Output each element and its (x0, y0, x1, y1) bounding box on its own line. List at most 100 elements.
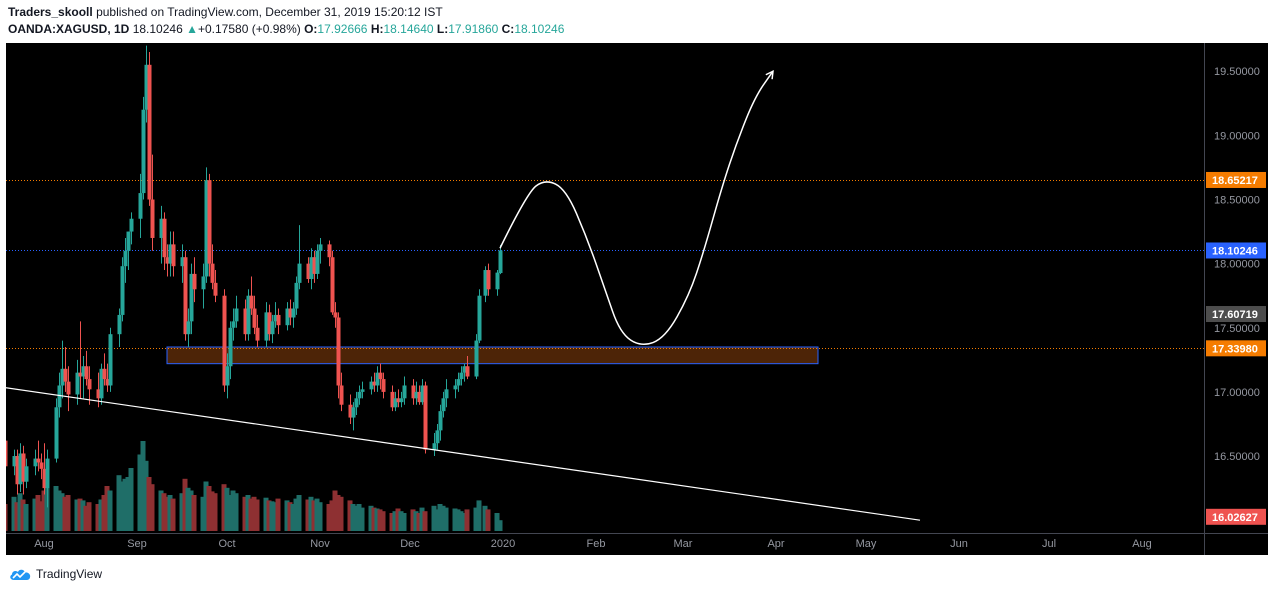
candle-body (24, 466, 29, 482)
volume-bar (290, 504, 296, 531)
volume-bar (308, 496, 314, 531)
volume-bar (146, 477, 152, 531)
candle-body (495, 272, 500, 290)
candle-body (477, 295, 482, 341)
volume-bar (371, 507, 377, 531)
candle-body (318, 244, 323, 251)
volume-bar (311, 500, 317, 531)
y-tick-label: 17.50000 (1214, 323, 1260, 335)
volume-bar (395, 508, 401, 531)
support-zone (166, 346, 819, 365)
volume-bar (440, 505, 446, 531)
candle-body (6, 440, 8, 467)
volume-bar (227, 495, 233, 531)
candle-body (105, 379, 110, 386)
candle-body (189, 273, 194, 322)
candle-body (483, 270, 488, 296)
candle-body (180, 257, 185, 267)
descending-trendline (6, 387, 921, 521)
tradingview-cloud-icon[interactable] (8, 566, 32, 582)
volume-bar (443, 507, 449, 531)
volume-bar (347, 500, 353, 531)
volume-bar (119, 481, 125, 531)
candle-body (249, 295, 254, 309)
x-tick-label: May (856, 538, 877, 550)
volume-bar (497, 520, 503, 531)
volume-bar (401, 513, 407, 531)
candle-body (21, 453, 26, 482)
chart-area[interactable]: 19.50000 19.00000 18.50000 18.00000 17.50000… (6, 43, 1268, 555)
volume-bar (74, 499, 80, 531)
candle-body (285, 308, 290, 326)
footer: TradingView (8, 565, 102, 583)
candle-body (414, 391, 419, 399)
candle-body (165, 257, 170, 264)
candle-body (375, 372, 380, 386)
high-value: 18.14640 (383, 22, 434, 36)
price-axis-badge (1206, 171, 1266, 188)
publisher-name[interactable]: Traders_skooll (8, 5, 93, 19)
projection-path (499, 70, 774, 346)
volume-bar (104, 486, 110, 531)
candle-body (378, 372, 383, 380)
volume-bar (422, 511, 428, 531)
tradingview-brand[interactable]: TradingView (36, 567, 103, 581)
candle-body (150, 199, 155, 238)
candle-body (360, 389, 365, 392)
volume-bar (374, 508, 380, 531)
candle-body (99, 368, 104, 399)
volume-bar (23, 504, 29, 531)
price-axis-badge-label: 18.65217 (1212, 175, 1258, 187)
x-tick-label: 2020 (491, 538, 515, 550)
candle-body (267, 312, 272, 335)
volume-bar (263, 497, 269, 531)
volume-bar (170, 498, 176, 531)
volume-bar (266, 500, 272, 531)
symbol-label[interactable]: OANDA:XAGUSD, 1D (8, 22, 130, 36)
volume-bar (6, 504, 8, 531)
candle-body (45, 458, 50, 489)
volume-bar (350, 504, 356, 531)
candle-body (297, 263, 302, 283)
volume-bar (455, 509, 461, 531)
volume-bar (59, 493, 65, 531)
candle-body (402, 385, 407, 399)
x-tick-label: Apr (767, 538, 784, 550)
volume-bar (11, 496, 17, 531)
volume-bar (209, 491, 215, 531)
y-tick-label: 18.50000 (1214, 194, 1260, 206)
candle-body (441, 398, 446, 412)
candle-body (228, 327, 233, 367)
volume-bar (416, 513, 422, 531)
volume-bar (377, 509, 383, 531)
price-chart[interactable]: 19.50000 19.00000 18.50000 18.00000 17.50000… (6, 43, 1268, 555)
price-change: +0.17580 (+0.98%) (197, 22, 301, 36)
candle-body (246, 295, 251, 335)
candle-body (423, 385, 428, 450)
close-value: 18.10246 (514, 22, 565, 36)
volume-bar (80, 500, 86, 531)
volume-bar (143, 460, 149, 531)
candle-body (36, 458, 41, 463)
volume-bar (434, 509, 440, 531)
publish-line: Traders_skooll published on TradingView.… (8, 4, 564, 21)
candle-body (159, 218, 164, 238)
candle-body (42, 468, 47, 489)
candle-body (207, 180, 212, 264)
volume-bar (206, 486, 212, 531)
candle-body (81, 366, 86, 377)
volume-bar (485, 509, 491, 531)
volume-bar (179, 493, 185, 531)
volume-bar (305, 499, 311, 531)
volume-bar (53, 486, 59, 531)
candle-body (444, 389, 449, 399)
price-axis-badge-label: 17.60719 (1212, 309, 1258, 321)
candle-body (129, 218, 134, 232)
x-tick-label: Aug (34, 538, 54, 550)
candle-body (339, 385, 344, 405)
candle-body (255, 327, 260, 341)
candle-body (453, 385, 458, 390)
candle-body (486, 270, 491, 290)
candle-body (171, 244, 176, 267)
candle-body (204, 180, 209, 277)
